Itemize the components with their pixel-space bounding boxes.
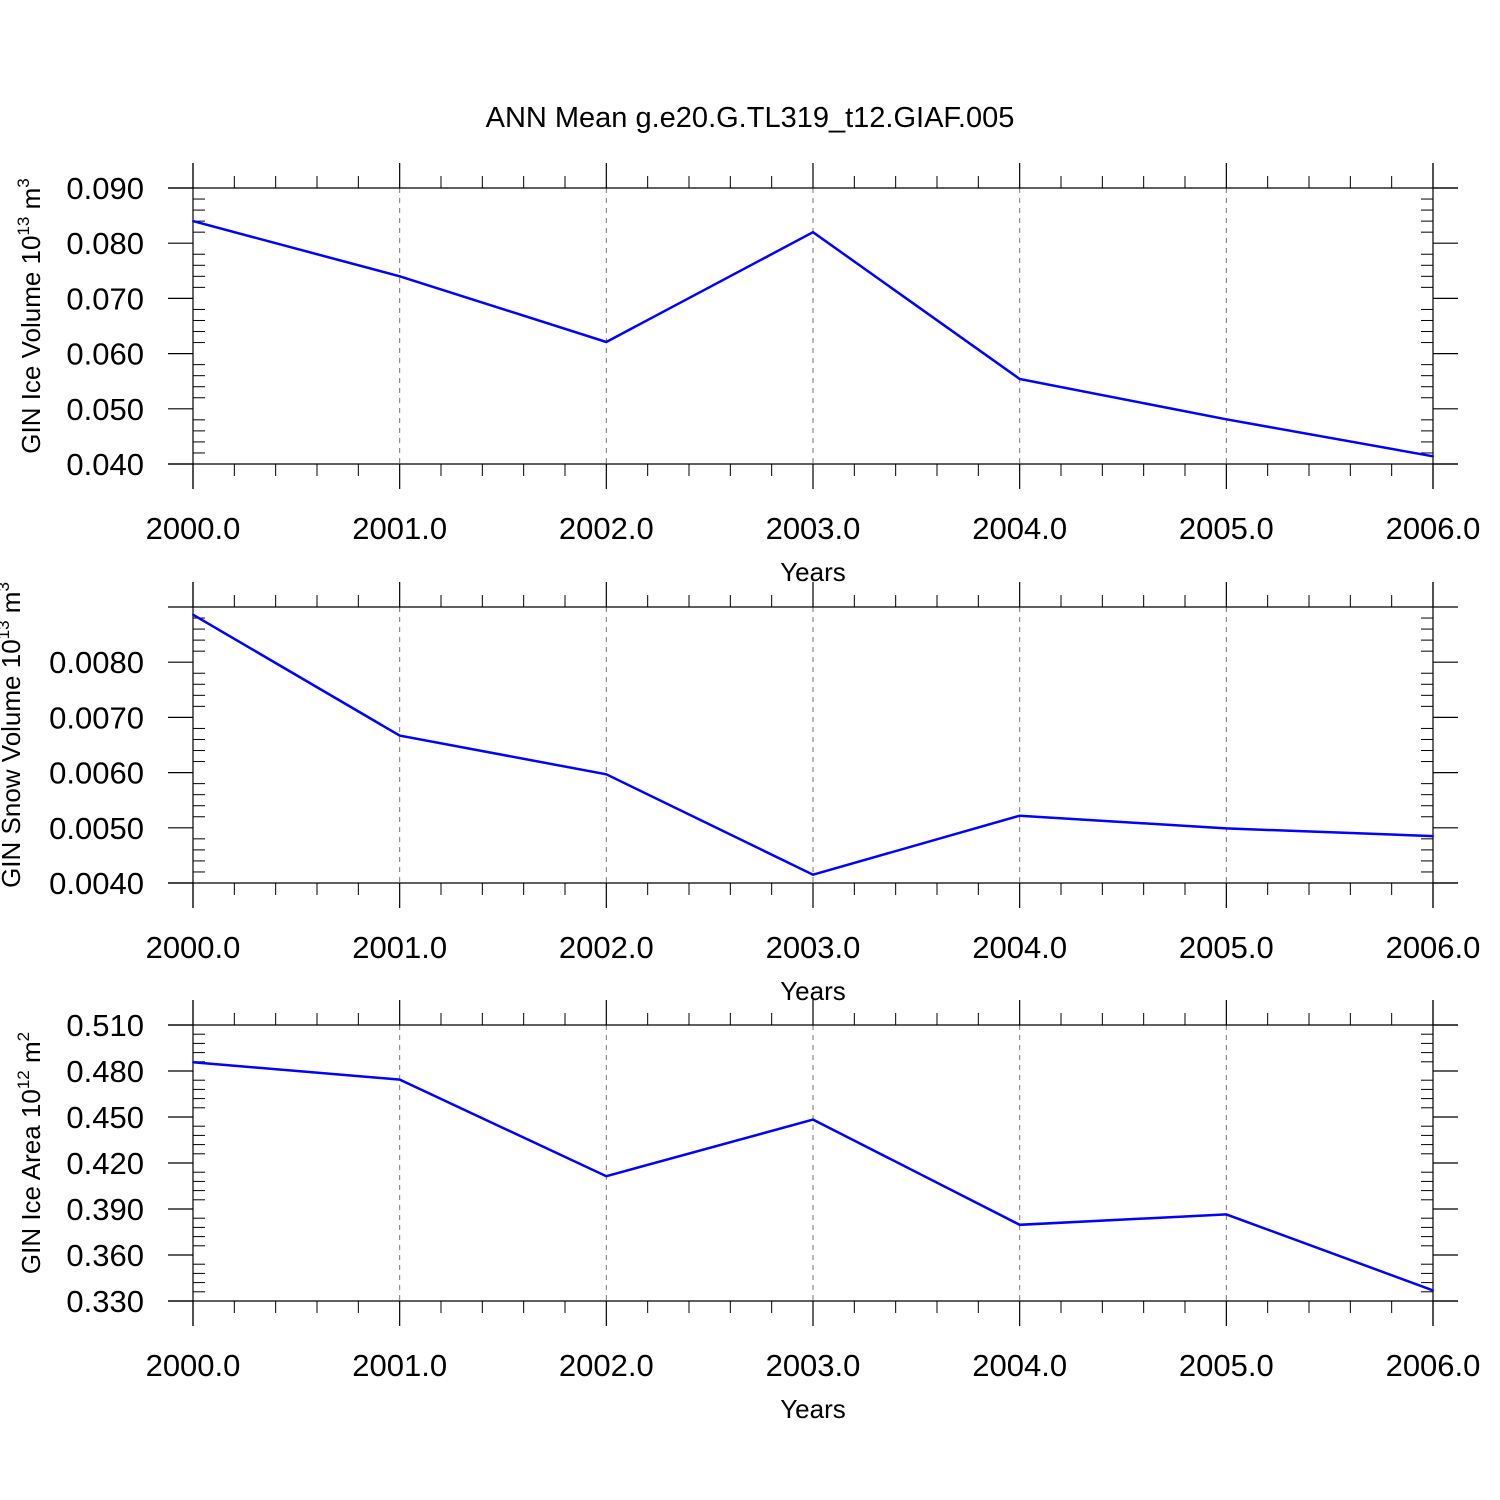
y-tick-label: 0.060 — [66, 337, 144, 372]
y-tick-label: 0.090 — [66, 171, 144, 206]
y-axis-label: GIN Ice Area 1012 m2 — [14, 1032, 46, 1274]
y-tick-label: 0.360 — [66, 1238, 144, 1273]
y-tick-label: 0.390 — [66, 1192, 144, 1227]
data-point — [1225, 1213, 1228, 1216]
y-axis-label-part: m — [0, 592, 26, 621]
data-point — [398, 275, 401, 278]
x-tick-label: 2001.0 — [352, 1348, 447, 1383]
data-point — [192, 1061, 194, 1064]
y-axis-label-exponent: 13 — [0, 620, 13, 639]
y-axis-label-exponent: 2 — [14, 1032, 33, 1041]
y-axis-label: GIN Snow Volume 1013 m3 — [0, 582, 26, 888]
x-tick-label: 2004.0 — [972, 930, 1067, 965]
x-tick-label: 2005.0 — [1179, 511, 1274, 546]
series-line — [192, 613, 1434, 877]
data-point — [1225, 827, 1228, 830]
x-tick-label: 2003.0 — [766, 511, 861, 546]
x-tick-label: 2006.0 — [1386, 1348, 1481, 1383]
y-tick-label: 0.070 — [66, 281, 144, 316]
y-tick-label: 0.510 — [66, 1008, 144, 1043]
data-point — [398, 1078, 401, 1081]
y-axis-label-exponent: 12 — [14, 1070, 33, 1089]
x-tick-label: 2004.0 — [972, 511, 1067, 546]
data-point — [192, 613, 194, 616]
y-axis-label-exponent: 3 — [0, 582, 13, 591]
data-point — [192, 220, 194, 223]
y-axis-label-exponent: 13 — [14, 217, 33, 236]
data-point — [1225, 418, 1228, 421]
y-tick-label: 0.0080 — [49, 645, 144, 680]
data-point — [812, 873, 814, 876]
y-tick-label: 0.330 — [66, 1284, 144, 1319]
chart-title: ANN Mean g.e20.G.TL319_t12.GIAF.005 — [486, 102, 1015, 134]
data-point — [398, 734, 401, 737]
x-tick-label: 2004.0 — [972, 1348, 1067, 1383]
data-point — [1432, 455, 1434, 458]
x-tick-label: 2005.0 — [1179, 930, 1274, 965]
y-axis-label-part: GIN Ice Volume 10 — [16, 236, 46, 454]
y-axis-label-part: GIN Snow Volume 10 — [0, 639, 26, 888]
data-point — [605, 341, 608, 344]
y-tick-label: 0.450 — [66, 1100, 144, 1135]
x-tick-label: 2006.0 — [1386, 930, 1481, 965]
data-point — [1018, 814, 1021, 817]
y-tick-label: 0.480 — [66, 1054, 144, 1089]
data-point — [1432, 835, 1434, 838]
y-tick-label: 0.0060 — [49, 756, 144, 791]
x-axis-label: Years — [780, 1394, 846, 1424]
y-axis-label-part: m — [16, 188, 46, 217]
y-tick-label: 0.080 — [66, 226, 144, 261]
y-tick-label: 0.050 — [66, 392, 144, 427]
panels: 0.040 0.050 0.060 0.070 0.080 0.090 2000.0 2001… — [0, 163, 1480, 1424]
panel-2: 0.0040 0.0050 0.0060 0.0070 0.0080 2000.0 2001… — [0, 582, 1480, 1006]
y-tick-label: 0.040 — [66, 447, 144, 482]
x-tick-label: 2002.0 — [559, 1348, 654, 1383]
data-point — [1018, 377, 1021, 380]
data-point — [605, 1175, 608, 1178]
y-axis-label: GIN Ice Volume 1013 m3 — [14, 178, 46, 454]
panel-1: 0.040 0.050 0.060 0.070 0.080 0.090 2000.0 2001… — [14, 163, 1480, 587]
panel-3: 0.330 0.360 0.390 0.420 0.450 0.480 0.510 2000.… — [14, 1000, 1480, 1424]
x-tick-label: 2005.0 — [1179, 1348, 1274, 1383]
x-tick-label: 2000.0 — [146, 511, 241, 546]
y-axis-label-exponent: 3 — [14, 178, 33, 187]
y-tick-label: 0.0040 — [49, 866, 144, 901]
x-tick-label: 2000.0 — [146, 1348, 241, 1383]
x-tick-label: 2003.0 — [766, 1348, 861, 1383]
data-point — [1432, 1289, 1434, 1292]
y-tick-label: 0.0070 — [49, 700, 144, 735]
x-tick-label: 2001.0 — [352, 511, 447, 546]
y-tick-label: 0.0050 — [49, 811, 144, 846]
y-axis-label-part: m — [16, 1041, 46, 1070]
data-point — [605, 773, 608, 776]
x-tick-label: 2002.0 — [559, 930, 654, 965]
y-tick-label: 0.420 — [66, 1146, 144, 1181]
x-tick-label: 2006.0 — [1386, 511, 1481, 546]
x-tick-label: 2003.0 — [766, 930, 861, 965]
data-point — [812, 231, 814, 234]
data-point — [1018, 1223, 1021, 1226]
y-axis-label-part: GIN Ice Area 10 — [16, 1089, 46, 1274]
x-tick-label: 2000.0 — [146, 930, 241, 965]
x-tick-label: 2002.0 — [559, 511, 654, 546]
data-point — [812, 1118, 814, 1121]
x-tick-label: 2001.0 — [352, 930, 447, 965]
